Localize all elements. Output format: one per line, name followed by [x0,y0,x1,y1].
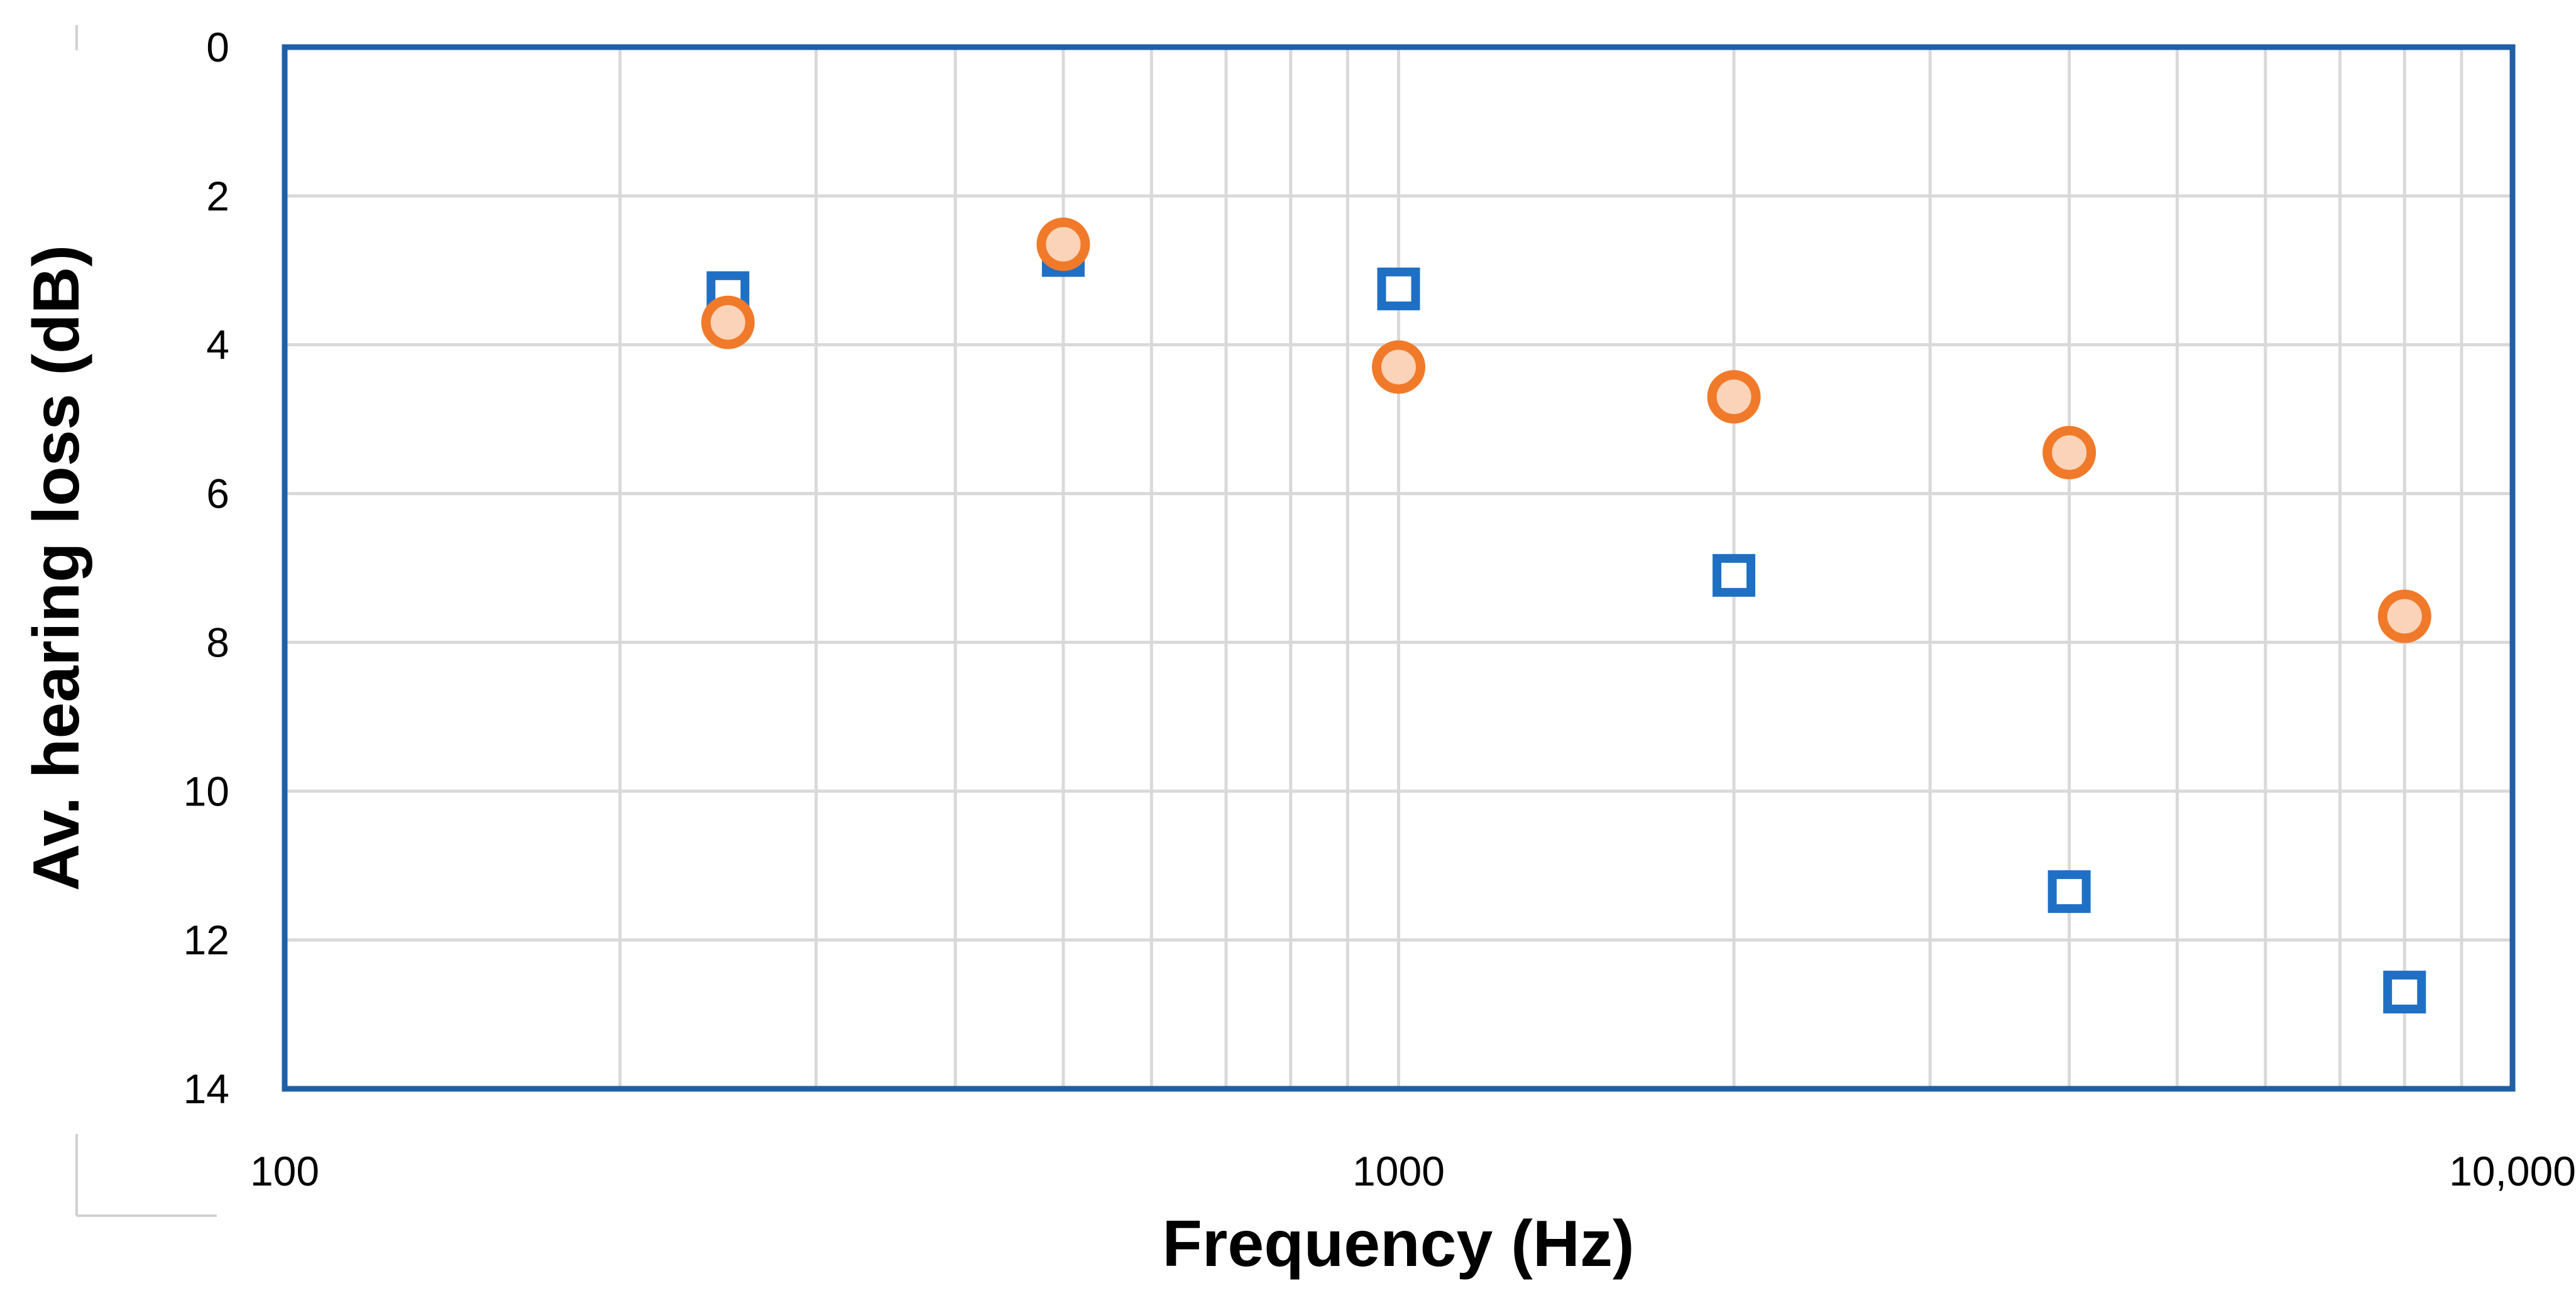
y-tick-label: 14 [184,1066,229,1112]
plot-area-border [282,44,2516,1092]
square-marker [2047,870,2091,914]
y-axis-tick-labels: 0 2 4 6 8 10 12 14 [184,24,229,1112]
circle-marker [2377,589,2431,643]
circle-marker [1372,340,1425,394]
y-tick-label: 8 [206,619,229,665]
y-axis-title: Av. hearing loss (dB) [20,245,93,892]
gridlines [285,45,2513,1091]
circle-marker [701,295,755,349]
data-points [701,217,2431,1014]
circle-marker [1036,217,1090,271]
x-axis-title: Frequency (Hz) [1162,1208,1634,1280]
y-tick-label: 2 [206,173,229,219]
y-tick-label: 10 [184,768,229,814]
y-tick-label: 4 [206,322,229,368]
square-marker [2383,971,2426,1014]
x-tick-label: 1000 [1352,1148,1445,1194]
y-tick-label: 0 [206,24,229,70]
circle-marker [2042,425,2096,479]
y-tick-label: 6 [206,471,229,517]
x-tick-label: 10,000 [2449,1148,2576,1194]
x-axis-tick-labels: 100 1000 10,000 [250,1148,2576,1194]
x-tick-label: 100 [250,1148,319,1194]
square-marker [1713,554,1756,597]
y-tick-label: 12 [184,917,229,963]
square-marker [1377,267,1420,310]
circle-marker [1707,370,1761,424]
